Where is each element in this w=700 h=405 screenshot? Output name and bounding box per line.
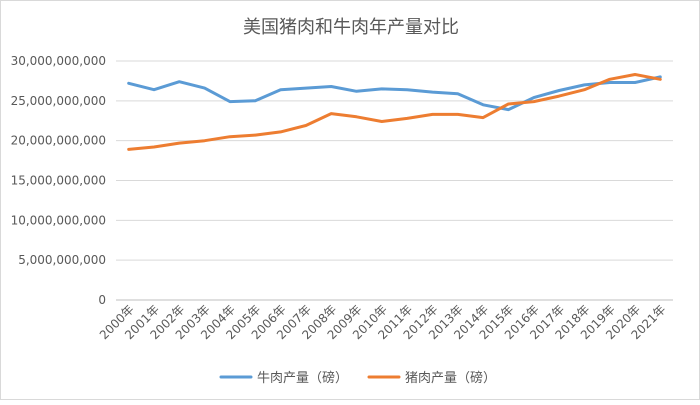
series-line-pork	[127, 73, 662, 151]
legend-label: 牛肉产量（磅）	[257, 370, 348, 386]
legend: 牛肉产量（磅） 猪肉产量（磅）	[219, 370, 496, 386]
y-axis: 0 5,000,000,000 10,000,000,000 15,000,000,0…	[11, 54, 106, 307]
legend-label: 猪肉产量（磅）	[405, 370, 496, 386]
y-tick-label: 25,000,000,000	[11, 94, 106, 108]
y-tick-label: 0	[98, 293, 106, 307]
y-tick-label: 20,000,000,000	[11, 134, 106, 148]
series-line-beef	[127, 75, 662, 112]
y-tick-label: 30,000,000,000	[11, 54, 106, 68]
x-axis: 2000年2001年2002年2003年2004年2005年2006年2007年…	[97, 302, 669, 342]
gridlines	[116, 60, 673, 301]
chart-title: 美国猪肉和牛肉年产量对比	[243, 17, 459, 38]
y-tick-label: 10,000,000,000	[11, 213, 106, 227]
y-tick-label: 5,000,000,000	[18, 253, 106, 267]
series-lines	[127, 73, 662, 151]
y-tick-label: 15,000,000,000	[11, 174, 106, 188]
